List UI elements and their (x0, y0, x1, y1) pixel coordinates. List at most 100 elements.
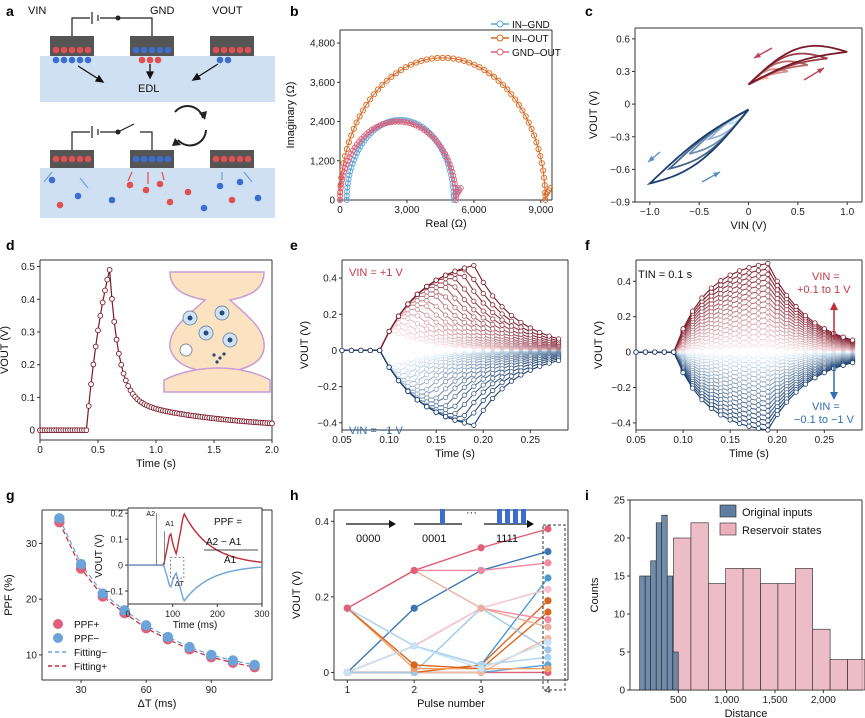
b-y-label: Imaginary (Ω) (285, 82, 297, 149)
data-point (755, 284, 762, 290)
data-point (461, 273, 468, 280)
data-point (441, 150, 449, 157)
panel-letter-c: c (585, 3, 593, 19)
data-point (718, 321, 724, 328)
data-point (388, 73, 395, 80)
cation-dot (220, 46, 228, 54)
data-point (460, 57, 468, 64)
data-point (348, 347, 355, 354)
data-point (433, 303, 439, 309)
data-point (689, 308, 696, 314)
sequence-point (477, 544, 485, 552)
data-point (765, 389, 771, 395)
sequence-point (544, 623, 552, 631)
data-point (339, 347, 345, 354)
cation-dot (228, 46, 236, 54)
data-point (461, 372, 468, 378)
anion-dot (156, 155, 164, 163)
data-point (340, 168, 347, 175)
data-point (343, 196, 350, 204)
data-point (736, 407, 743, 414)
sequence-point (544, 608, 552, 616)
sequence-line (347, 600, 549, 674)
data-point (508, 91, 515, 98)
point-PPF− (54, 513, 65, 524)
data-point (736, 323, 743, 329)
data-point (746, 296, 752, 302)
readout-box (542, 524, 566, 691)
data-point (765, 326, 771, 332)
data-point (499, 386, 505, 392)
sequence-line (347, 641, 549, 674)
data-point (755, 331, 762, 338)
data-point (414, 361, 420, 367)
anion-dot (156, 46, 164, 54)
data-point (471, 329, 477, 335)
cation-dot (244, 46, 252, 54)
data-point (755, 326, 762, 332)
sweep-arrowhead (754, 52, 761, 58)
data-point (736, 385, 743, 392)
histogram-bar (760, 583, 779, 691)
data-point (480, 376, 486, 382)
data-point (442, 294, 449, 300)
data-point (486, 70, 493, 77)
panel-b: b 0 3,000 6,000 9,000 0 1,200 2,400 3,600 4,800 R… (285, 3, 561, 230)
data-point (443, 154, 450, 161)
data-point (746, 359, 752, 366)
data-point (680, 326, 686, 332)
data-point (774, 339, 780, 345)
point-PPF− (75, 558, 87, 570)
data-point (405, 334, 411, 340)
data-point (765, 398, 771, 404)
data-point (765, 277, 771, 283)
data-point (718, 299, 724, 306)
data-point (755, 268, 762, 274)
data-point (727, 404, 733, 410)
data-point (471, 61, 478, 68)
data-point (755, 402, 762, 408)
panel-d: d 0 0.5 1.0 1.5 2.0 0 0.1 0.2 0.3 0.4 0.5 Time (s) V… (0, 237, 279, 470)
data-point (471, 422, 477, 428)
e-ytick-label: 0.2 (323, 310, 337, 321)
data-point (821, 326, 827, 332)
i-ytick-label: 5 (619, 648, 625, 659)
data-point (727, 300, 733, 307)
legend-label: Fitting+ (74, 662, 107, 673)
data-point (736, 381, 743, 387)
data-point (765, 355, 771, 361)
data-point (490, 321, 496, 327)
data-point (122, 377, 129, 384)
data-point (433, 367, 439, 373)
data-point (515, 101, 522, 108)
e-ytick-label: 0 (331, 346, 337, 357)
data-point (490, 302, 496, 308)
data-point (727, 392, 733, 398)
data-point (689, 385, 696, 391)
annotation-tin: TIN = 0.1 s (638, 269, 693, 281)
data-point (718, 326, 724, 332)
data-point (499, 370, 505, 376)
data-point (461, 305, 468, 312)
d-xtick-label: 1.0 (149, 445, 163, 456)
response-trace (342, 349, 559, 415)
data-point (424, 303, 430, 309)
sequence-label-0001: 0001 (422, 533, 446, 545)
data-point (537, 329, 543, 336)
data-point (363, 101, 370, 108)
data-point (480, 279, 486, 285)
sequence-point (477, 665, 485, 673)
data-point (461, 297, 468, 303)
data-point (512, 96, 519, 103)
data-point (379, 81, 386, 88)
data-point (736, 342, 743, 349)
data-point (349, 147, 356, 154)
h-y-label: VOUT (V) (291, 571, 303, 619)
data-point (461, 367, 468, 373)
data-point (424, 335, 430, 341)
data-point (736, 283, 743, 289)
data-point (755, 374, 762, 380)
data-point (471, 262, 477, 269)
cation-dot (52, 46, 60, 54)
data-point (461, 378, 468, 384)
